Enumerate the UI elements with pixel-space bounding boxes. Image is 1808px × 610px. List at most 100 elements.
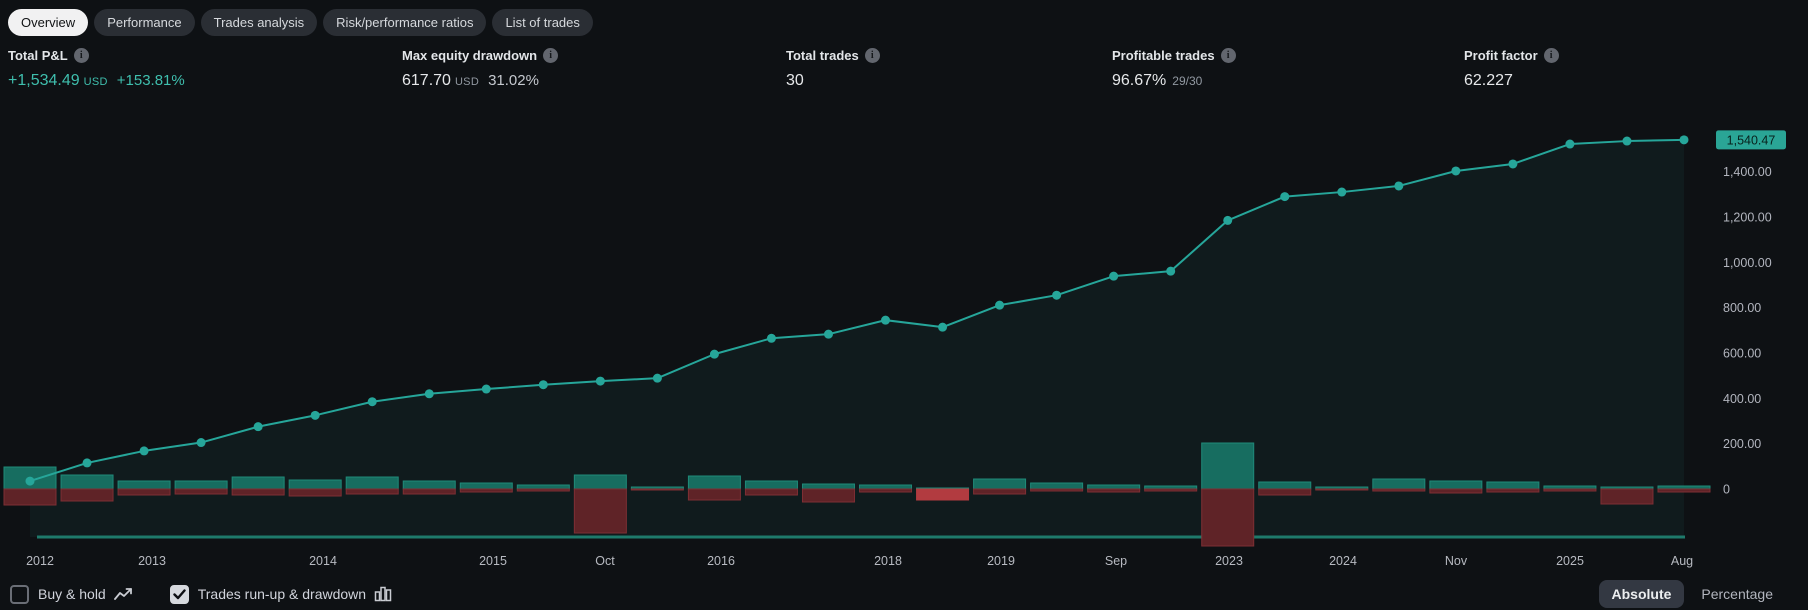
stat-profitable-trades-value: 96.67% 29/30	[1112, 72, 1236, 90]
equity-marker	[82, 458, 92, 468]
drawdown-currency: USD	[454, 76, 480, 88]
equity-marker	[652, 373, 662, 383]
drawdown-percent: 31.02%	[488, 72, 539, 89]
drawdown-bar	[1030, 488, 1084, 492]
equity-line	[29, 138, 1685, 483]
drawdown-bar	[60, 488, 114, 502]
runup-bar	[231, 476, 285, 490]
x-axis-tick: 2016	[707, 554, 735, 568]
drawdown-bar	[1657, 488, 1711, 493]
chart-controls: Buy & hold Trades run-up & drawdown Abso…	[10, 578, 1786, 610]
drawdown-bar	[288, 488, 342, 497]
info-icon[interactable]: i	[73, 48, 89, 63]
runup-bar	[1087, 484, 1141, 490]
equity-marker	[367, 397, 377, 407]
x-axis-tick: Oct	[595, 554, 615, 568]
drawdown-bar	[1372, 488, 1426, 492]
info-icon[interactable]: i	[1543, 48, 1559, 63]
x-axis-tick: 2014	[309, 554, 337, 568]
equity-marker	[25, 476, 35, 486]
equity-marker	[709, 349, 719, 359]
toggle-absolute[interactable]: Absolute	[1598, 580, 1685, 608]
runup-drawdown-label: Trades run-up & drawdown	[197, 586, 367, 602]
info-icon[interactable]: i	[543, 48, 559, 63]
buy-hold-control: Buy & hold	[10, 584, 134, 604]
equity-marker	[595, 376, 605, 386]
drawdown-bar	[801, 488, 855, 503]
line-chart-icon	[113, 587, 134, 601]
drawdown-bar	[459, 488, 513, 493]
equity-marker	[1337, 187, 1347, 197]
buy-hold-checkbox[interactable]	[10, 584, 29, 604]
drawdown-bar	[402, 488, 456, 495]
stat-profit-factor-label: Profit factor i	[1464, 48, 1559, 63]
y-axis-tick: 200.00	[1723, 437, 1761, 451]
runup-bar	[1372, 478, 1426, 490]
stat-max-drawdown: Max equity drawdown i 617.70 USD 31.02%	[402, 48, 559, 90]
total-trades-count: 30	[786, 72, 804, 89]
drawdown-bar	[1429, 488, 1483, 494]
drawdown-bar	[1315, 488, 1369, 491]
equity-marker	[1109, 271, 1119, 281]
drawdown-amount: 617.70	[402, 72, 451, 89]
stat-label-text: Total trades	[786, 48, 859, 63]
equity-marker	[424, 389, 434, 399]
drawdown-bar	[687, 488, 741, 501]
stat-profitable-trades: Profitable trades i 96.67% 29/30	[1112, 48, 1236, 90]
buy-hold-label: Buy & hold	[38, 586, 106, 602]
tab-performance[interactable]: Performance	[94, 9, 195, 36]
tab-risk-performance-ratios[interactable]: Risk/performance ratios	[323, 9, 487, 36]
drawdown-bar	[1144, 488, 1198, 492]
runup-bar	[687, 475, 741, 490]
drawdown-bar	[916, 488, 970, 501]
runup-bar	[1429, 480, 1483, 490]
toggle-percentage[interactable]: Percentage	[1701, 586, 1773, 602]
equity-marker	[938, 322, 948, 332]
runup-bar	[744, 480, 798, 490]
stat-label-text: Profitable trades	[1112, 48, 1215, 63]
x-axis-tick: 2025	[1556, 554, 1584, 568]
stat-max-drawdown-value: 617.70 USD 31.02%	[402, 72, 558, 90]
x-axis-tick: 2018	[874, 554, 902, 568]
runup-bar	[1030, 482, 1084, 490]
drawdown-bar	[1486, 488, 1540, 493]
equity-marker	[1223, 215, 1233, 225]
drawdown-bar	[744, 488, 798, 496]
runup-drawdown-checkbox[interactable]	[169, 584, 189, 604]
pnl-currency: USD	[83, 76, 108, 88]
tab-trades-analysis[interactable]: Trades analysis	[200, 9, 318, 36]
pnl-percent: +153.81%	[116, 72, 185, 89]
x-axis-tick: 2013	[138, 554, 166, 568]
equity-marker	[1166, 266, 1176, 276]
info-icon[interactable]: i	[1220, 48, 1236, 63]
equity-marker	[1394, 181, 1404, 191]
stat-profit-factor: Profit factor i 62.227	[1464, 48, 1559, 90]
last-value-badge: 1,540.47	[1716, 130, 1786, 150]
equity-chart[interactable]: 1,400.00 1,200.00 1,000.00 800.00 600.00 400.…	[0, 95, 1808, 575]
drawdown-bar	[573, 488, 627, 534]
runup-bar	[1201, 442, 1255, 490]
drawdown-bar	[1543, 488, 1597, 492]
stat-max-drawdown-label: Max equity drawdown i	[402, 48, 559, 63]
x-axis-tick: 2015	[479, 554, 507, 568]
equity-marker	[995, 300, 1005, 310]
y-axis-labels: 1,400.00 1,200.00 1,000.00 800.00 600.00 400.…	[1723, 165, 1772, 496]
equity-marker	[1565, 139, 1575, 149]
equity-marker	[139, 446, 149, 456]
info-icon[interactable]: i	[864, 48, 880, 63]
tab-list-of-trades[interactable]: List of trades	[492, 9, 593, 36]
stat-total-pnl: Total P&L i +1,534.49 USD +153.81%	[8, 48, 185, 90]
drawdown-bar	[1201, 488, 1255, 547]
y-axis-tick: 1,200.00	[1723, 210, 1772, 224]
drawdown-bar	[3, 488, 57, 506]
runup-drawdown-control: Trades run-up & drawdown	[169, 584, 392, 604]
equity-marker	[1280, 192, 1290, 202]
y-axis-tick: 1,400.00	[1723, 165, 1772, 179]
drawdown-bar	[174, 488, 228, 495]
equity-marker	[538, 380, 548, 390]
drawdown-bar	[1258, 488, 1312, 496]
tab-overview[interactable]: Overview	[8, 9, 89, 36]
drawdown-bar	[1087, 488, 1141, 493]
y-axis-tick: 1,000.00	[1723, 256, 1772, 270]
y-axis-tick: 800.00	[1723, 301, 1761, 315]
